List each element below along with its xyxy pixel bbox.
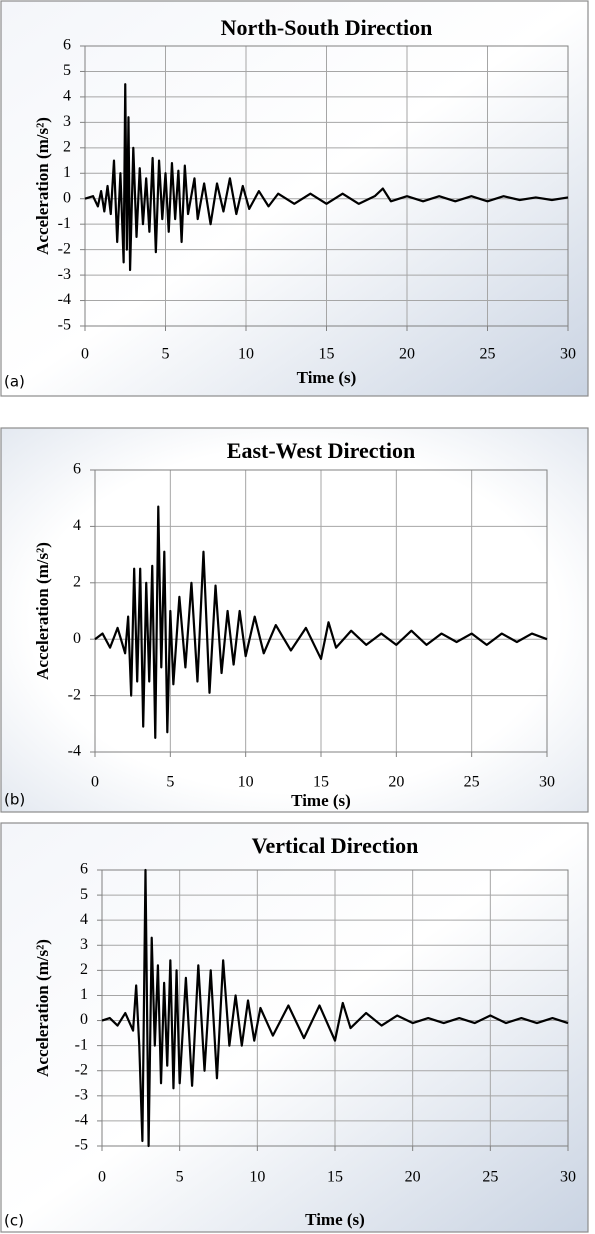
x-tick-label: 15 [327, 1169, 343, 1186]
panel-label: (c) [4, 1212, 24, 1230]
y-tick-label: 4 [73, 517, 81, 534]
x-tick-label: 30 [560, 1169, 576, 1186]
x-tick-label: 0 [98, 1169, 106, 1186]
plot-frame [94, 469, 548, 753]
y-tick-label: -4 [75, 1112, 88, 1129]
x-axis-title: Time (s) [291, 791, 351, 810]
x-tick-label: 20 [388, 774, 404, 791]
y-tick-label: -3 [58, 266, 71, 283]
y-tick-label: 4 [63, 88, 71, 105]
chart-title: North-South Direction [221, 15, 433, 40]
y-tick-label: -2 [68, 686, 81, 703]
x-tick-label: 0 [81, 346, 89, 363]
x-axis-title: Time (s) [297, 368, 357, 387]
y-tick-label: -3 [75, 1086, 88, 1103]
y-tick-label: 1 [80, 986, 88, 1003]
y-tick-label: 2 [80, 961, 88, 978]
y-tick-label: -2 [75, 1061, 88, 1078]
panel-label: (b) [4, 791, 25, 809]
x-tick-label: 10 [238, 774, 254, 791]
x-tick-label: 25 [464, 774, 480, 791]
y-tick-label: -4 [58, 291, 71, 308]
x-axis-title: Time (s) [305, 1210, 365, 1229]
x-tick-label: 10 [238, 346, 254, 363]
x-tick-label: 30 [560, 346, 576, 363]
y-tick-label: 6 [73, 461, 81, 478]
y-tick-label: 3 [63, 113, 71, 130]
chart-background [0, 822, 589, 1233]
x-tick-label: 5 [176, 1169, 184, 1186]
x-tick-label: 25 [482, 1169, 498, 1186]
y-axis-title: Acceleration (m/s²) [33, 939, 52, 1077]
plot-frame [84, 45, 569, 327]
y-tick-label: 2 [73, 573, 81, 590]
y-tick-label: 6 [80, 861, 88, 878]
plot-frame [101, 869, 569, 1147]
x-tick-label: 25 [480, 346, 496, 363]
x-tick-label: 10 [249, 1169, 265, 1186]
x-tick-label: 15 [319, 346, 335, 363]
y-tick-label: 6 [63, 37, 71, 54]
data-line [84, 83, 569, 272]
chart-title: Vertical Direction [252, 833, 419, 858]
x-tick-label: 20 [399, 346, 415, 363]
data-line [101, 868, 569, 1148]
x-tick-label: 5 [166, 774, 174, 791]
y-tick-label: 2 [63, 138, 71, 155]
y-tick-label: -2 [58, 240, 71, 257]
y-tick-label: 0 [80, 1011, 88, 1028]
y-tick-label: -4 [68, 743, 81, 760]
panel-label: (a) [4, 373, 25, 391]
y-tick-label: 0 [73, 630, 81, 647]
y-axis-title: Acceleration (m/s²) [33, 117, 52, 255]
y-tick-label: -5 [75, 1137, 88, 1154]
y-tick-label: -5 [58, 317, 71, 334]
chart-background [0, 427, 589, 813]
chart-title: East-West Direction [227, 438, 415, 463]
y-tick-label: 3 [80, 936, 88, 953]
y-tick-label: -1 [58, 215, 71, 232]
x-tick-label: 30 [539, 774, 555, 791]
y-tick-label: 4 [80, 911, 88, 928]
x-tick-label: 0 [91, 774, 99, 791]
y-tick-label: 5 [80, 886, 88, 903]
x-tick-label: 20 [405, 1169, 421, 1186]
y-tick-label: 5 [63, 62, 71, 79]
y-tick-label: -1 [75, 1036, 88, 1053]
y-tick-label: 0 [63, 189, 71, 206]
data-line [94, 505, 548, 739]
x-tick-label: 15 [313, 774, 329, 791]
x-tick-label: 5 [162, 346, 170, 363]
y-axis-title: Acceleration (m/s²) [33, 542, 52, 680]
y-tick-label: 1 [63, 164, 71, 181]
